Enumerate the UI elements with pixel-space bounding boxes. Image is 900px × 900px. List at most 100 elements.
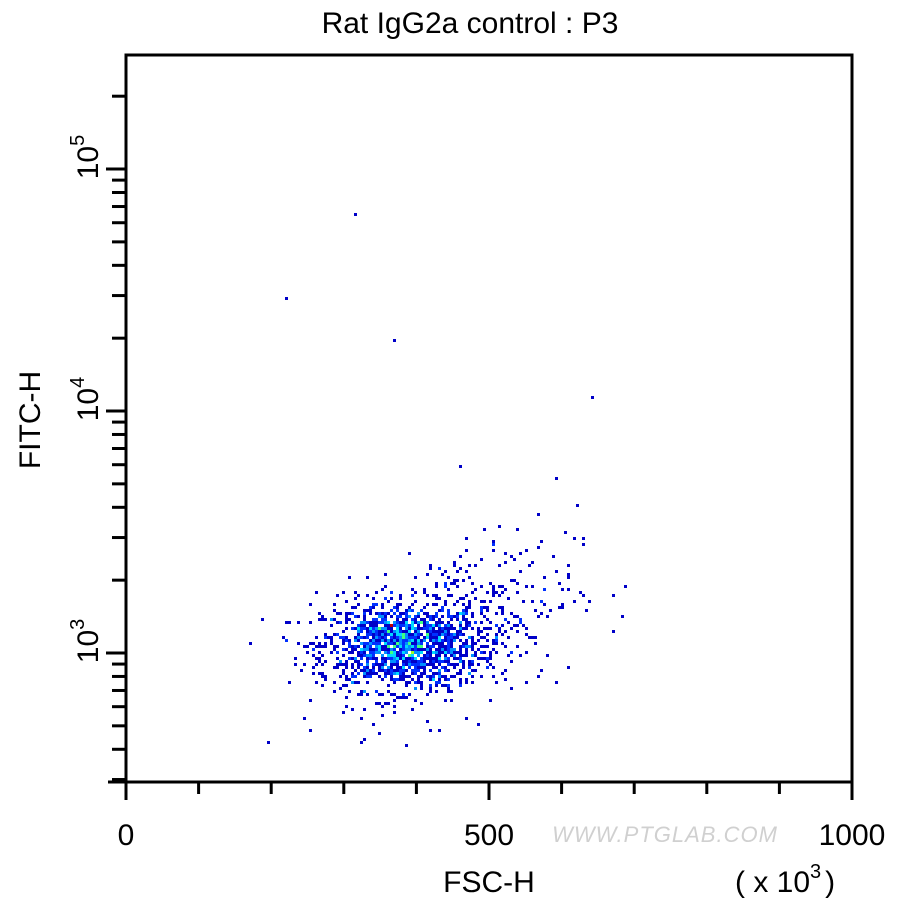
data-point — [411, 648, 414, 651]
data-point — [474, 588, 477, 591]
data-point — [369, 621, 372, 624]
data-point — [342, 642, 345, 645]
data-point — [426, 636, 429, 639]
data-point — [357, 672, 360, 675]
data-point — [369, 651, 372, 654]
data-point — [330, 618, 333, 621]
x-axis-multiplier: ( x 103) — [735, 861, 835, 899]
data-point — [384, 657, 387, 660]
data-point — [459, 657, 462, 660]
data-point — [288, 681, 291, 684]
data-point — [369, 633, 372, 636]
data-point — [447, 684, 450, 687]
data-point — [411, 654, 414, 657]
data-point — [429, 684, 432, 687]
data-point — [429, 564, 432, 567]
data-point — [426, 720, 429, 723]
data-point — [489, 654, 492, 657]
data-point — [390, 624, 393, 627]
data-point — [435, 582, 438, 585]
data-point — [474, 651, 477, 654]
data-point — [408, 639, 411, 642]
data-point — [426, 693, 429, 696]
data-point — [462, 603, 465, 606]
data-point — [393, 711, 396, 714]
data-point — [378, 651, 381, 654]
data-point — [480, 600, 483, 603]
data-point — [447, 609, 450, 612]
data-point — [354, 669, 357, 672]
data-point — [471, 642, 474, 645]
data-point — [438, 636, 441, 639]
data-point — [429, 630, 432, 633]
data-point — [366, 675, 369, 678]
data-point — [342, 663, 345, 666]
data-point — [285, 621, 288, 624]
data-point — [369, 609, 372, 612]
data-point — [426, 642, 429, 645]
data-point — [294, 663, 297, 666]
data-point — [390, 615, 393, 618]
data-point — [450, 594, 453, 597]
data-point — [396, 633, 399, 636]
data-point — [525, 585, 528, 588]
data-point — [360, 669, 363, 672]
data-point — [423, 657, 426, 660]
data-point — [441, 684, 444, 687]
data-point — [411, 609, 414, 612]
data-point — [348, 645, 351, 648]
data-point — [414, 666, 417, 669]
data-point — [480, 675, 483, 678]
data-point — [396, 696, 399, 699]
data-point — [348, 612, 351, 615]
data-point — [360, 648, 363, 651]
data-point — [342, 684, 345, 687]
data-point — [567, 588, 570, 591]
data-point — [261, 618, 264, 621]
data-point — [432, 675, 435, 678]
data-point — [339, 636, 342, 639]
data-point — [465, 639, 468, 642]
data-point — [492, 543, 495, 546]
data-point — [480, 621, 483, 624]
data-point — [372, 639, 375, 642]
data-point — [438, 618, 441, 621]
data-point — [423, 648, 426, 651]
data-point — [435, 624, 438, 627]
data-point — [375, 648, 378, 651]
y-tick-base: 10 — [72, 630, 105, 663]
data-point — [471, 675, 474, 678]
data-point — [468, 660, 471, 663]
data-point — [432, 633, 435, 636]
data-point — [444, 675, 447, 678]
data-point — [354, 675, 357, 678]
data-point — [435, 654, 438, 657]
data-point — [420, 642, 423, 645]
data-point — [408, 675, 411, 678]
data-point — [405, 657, 408, 660]
data-point — [405, 651, 408, 654]
data-point — [471, 591, 474, 594]
data-point — [312, 654, 315, 657]
data-point — [462, 633, 465, 636]
data-point — [441, 645, 444, 648]
data-point — [393, 624, 396, 627]
data-point — [462, 654, 465, 657]
data-point — [339, 621, 342, 624]
data-point — [423, 669, 426, 672]
data-point — [447, 669, 450, 672]
data-point — [345, 684, 348, 687]
data-point — [501, 672, 504, 675]
data-point — [381, 645, 384, 648]
data-point — [540, 612, 543, 615]
data-point — [438, 681, 441, 684]
data-point — [381, 615, 384, 618]
data-point — [450, 636, 453, 639]
data-point — [438, 648, 441, 651]
data-point — [315, 663, 318, 666]
data-point — [516, 591, 519, 594]
data-point — [420, 666, 423, 669]
data-point — [414, 639, 417, 642]
data-point — [375, 639, 378, 642]
data-point — [339, 675, 342, 678]
